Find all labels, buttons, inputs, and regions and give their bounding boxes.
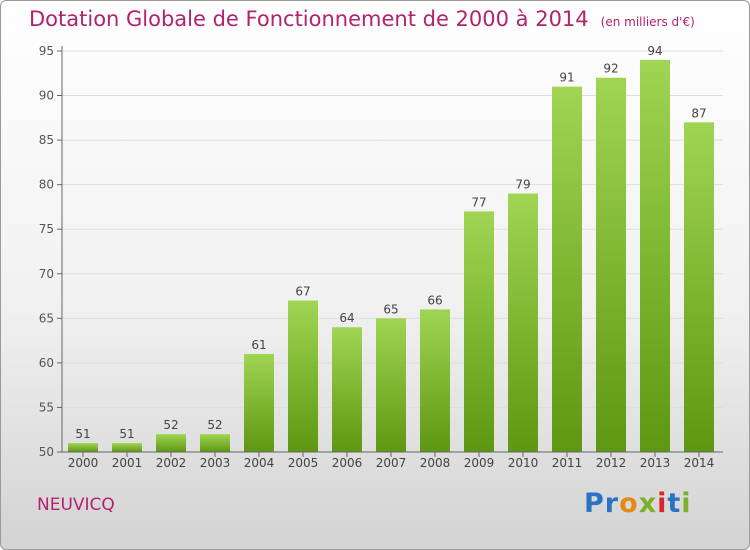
axes: 50 55 60 65 70 75 80 85 90 95 2000 2001 2002 2003 2004… (39, 44, 723, 470)
logo-letter: x (638, 488, 658, 519)
bar-2009 (464, 211, 494, 452)
data-label-2002: 52 (163, 418, 178, 432)
x-tick-label-2003: 2003 (200, 456, 231, 470)
logo-letter: t (667, 488, 682, 519)
y-tick-label: 95 (39, 44, 54, 58)
data-label-2012: 92 (603, 62, 618, 76)
logo-letter: o (619, 488, 639, 519)
proxiti-logo: Proxiti (584, 488, 692, 519)
x-tick-label-2013: 2013 (640, 456, 671, 470)
data-label-2001: 51 (119, 427, 134, 441)
logo-letter: r (604, 488, 620, 519)
y-tick-label: 60 (39, 356, 54, 370)
x-tick-label-2001: 2001 (112, 456, 143, 470)
x-tick-label-2008: 2008 (420, 456, 451, 470)
x-tick-label-2007: 2007 (376, 456, 407, 470)
bar-2000 (68, 443, 98, 452)
bar-2004 (244, 353, 274, 452)
y-tick-label: 50 (39, 445, 54, 459)
x-tick-label-2005: 2005 (288, 456, 319, 470)
logo-letter: i (657, 488, 668, 519)
data-label-2005: 67 (295, 285, 310, 299)
data-label-2006: 64 (339, 311, 354, 325)
bar-2012 (596, 77, 626, 452)
y-tick-label: 65 (39, 311, 54, 325)
y-tick-label: 75 (39, 222, 54, 236)
x-tick-label-2012: 2012 (596, 456, 627, 470)
data-label-2011: 91 (559, 71, 574, 85)
data-label-2000: 51 (75, 427, 90, 441)
data-label-2010: 79 (515, 178, 530, 192)
data-label-2008: 66 (427, 293, 442, 307)
data-label-2003: 52 (207, 418, 222, 432)
x-tick-label-2011: 2011 (552, 456, 583, 470)
bar-2014 (684, 122, 714, 453)
y-tick-label: 70 (39, 267, 54, 281)
bar-2005 (288, 300, 318, 452)
data-label-2007: 65 (383, 302, 398, 316)
x-tick-label-2002: 2002 (156, 456, 187, 470)
y-tick-label: 85 (39, 133, 54, 147)
location-name: NEUVICQ (37, 495, 115, 515)
bar-2006 (332, 327, 362, 452)
bar-2010 (508, 193, 538, 453)
y-tick-label: 90 (39, 89, 54, 103)
bar-2011 (552, 86, 582, 453)
data-label-2009: 77 (471, 195, 486, 209)
x-tick-label-2006: 2006 (332, 456, 363, 470)
chart-subtitle: (en milliers d'€) (600, 15, 695, 29)
x-tick-label-2014: 2014 (684, 456, 715, 470)
x-tick-label-2009: 2009 (464, 456, 495, 470)
data-label-2004: 61 (251, 338, 266, 352)
bar-2008 (420, 309, 450, 452)
y-tick-label: 55 (39, 400, 54, 414)
data-label-2014: 87 (691, 106, 706, 120)
bar-2013 (640, 59, 670, 453)
x-tick-label-2000: 2000 (68, 456, 99, 470)
logo-letter: P (584, 488, 605, 519)
bar-2002 (156, 434, 186, 452)
x-tick-label-2004: 2004 (244, 456, 275, 470)
logo-letter: i (681, 488, 692, 519)
chart-title-text: Dotation Globale de Fonctionnement de 20… (29, 7, 589, 31)
bar-2007 (376, 318, 406, 452)
bars: 51 51 52 52 61 67 64 65 66 77 79 91 92 94 87 (68, 44, 714, 453)
data-label-2013: 94 (647, 44, 662, 58)
bar-2001 (112, 443, 142, 452)
bar-2003 (200, 434, 230, 452)
x-tick-label-2010: 2010 (508, 456, 539, 470)
y-tick-label: 80 (39, 178, 54, 192)
chart-title: Dotation Globale de Fonctionnement de 20… (29, 7, 695, 31)
